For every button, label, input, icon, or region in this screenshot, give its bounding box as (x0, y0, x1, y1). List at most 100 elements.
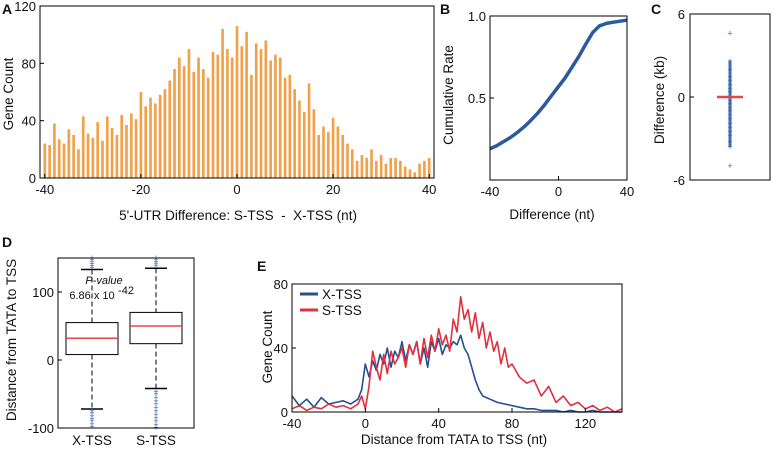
bar (197, 57, 200, 178)
bar (153, 103, 157, 178)
line-panel-e: Distance from TATA to TSS (nt) Gene Coun… (260, 277, 623, 447)
bar (355, 160, 359, 178)
bar (86, 133, 90, 178)
bar (144, 106, 148, 178)
outlier-column (728, 61, 732, 147)
y-tick-label: 0 (29, 171, 36, 186)
bar (322, 126, 325, 178)
bar (259, 49, 263, 178)
bar (178, 57, 181, 178)
plot-frame-d (57, 257, 195, 429)
axis-label-x-b: Difference (nt) (509, 207, 594, 222)
bar (81, 116, 85, 178)
y-tick-label: 40 (22, 114, 36, 129)
outlier-marker: + (153, 420, 158, 430)
y-tick-label: 6 (678, 7, 685, 22)
x-tick-label: -40 (481, 184, 500, 199)
outlier-marker: + (153, 261, 158, 271)
bar (375, 160, 378, 178)
outlier-marker: + (153, 409, 158, 419)
bar (326, 132, 330, 178)
bar (48, 145, 51, 178)
bar (394, 157, 397, 178)
outlier-marker: + (153, 396, 158, 406)
axis-label-y-a: Gene Count (1, 57, 16, 130)
bar (413, 172, 417, 178)
bar (298, 100, 301, 178)
x-tick-label: 20 (326, 182, 340, 197)
axis-label-y-d: Distance from TATA to TSS (4, 259, 19, 421)
bar (43, 143, 47, 178)
bar (192, 71, 196, 178)
x-tick-label: 40 (422, 182, 436, 197)
bar (202, 69, 205, 178)
bar (346, 143, 349, 178)
outlier-marker: + (89, 413, 94, 423)
bar (163, 89, 167, 178)
scatter-panel-c: Difference (kb) +++++++++++++++++++++-60… (652, 7, 771, 188)
bar (72, 135, 75, 178)
bar (370, 149, 373, 178)
bar (62, 143, 66, 178)
legend-label: S-TSS (322, 303, 362, 318)
bar (149, 97, 152, 178)
x-tick-label: 0 (555, 184, 562, 199)
x-tick-label: 0 (233, 182, 240, 197)
category-label: S-TSS (136, 433, 176, 448)
axis-label-y-b: Cumulative Rate (441, 45, 456, 145)
histogram-panel-a: 5'-UTR Difference: S-TSS - X-TSS (nt) Ge… (1, 0, 436, 223)
x-tick-label: -40 (283, 416, 302, 431)
bar (105, 116, 109, 178)
panel-letter-e: E (257, 258, 266, 274)
bar (307, 83, 311, 178)
bar (67, 129, 71, 178)
outlier-marker: + (89, 419, 94, 429)
bar (274, 54, 277, 178)
x-tick-label: 40 (620, 184, 634, 199)
outlier-marker: + (89, 422, 94, 432)
bar (187, 49, 191, 178)
bar (57, 139, 61, 178)
x-tick-label: 80 (505, 416, 519, 431)
outlier-marker: + (153, 386, 158, 396)
y-tick-label: -6 (673, 173, 685, 188)
legend-label: X-TSS (322, 287, 362, 302)
y-tick-label: 0 (47, 353, 54, 368)
bar (129, 113, 133, 178)
bar (120, 114, 124, 178)
bar (96, 122, 99, 178)
series-line-x-tss (291, 334, 622, 413)
bar (264, 40, 268, 179)
bar (158, 94, 162, 178)
bar (365, 157, 369, 178)
x-tick-label: -20 (132, 182, 151, 197)
axis-label-y-e: Gene Count (260, 310, 275, 383)
outlier-marker: + (89, 258, 94, 268)
bar (173, 69, 176, 178)
outlier-marker: + (153, 389, 158, 399)
bar (235, 26, 239, 178)
bar (408, 169, 412, 178)
y-tick-label: 80 (274, 277, 288, 292)
bar (418, 163, 421, 178)
boxplot-panel-d: Distance from TATA to TSS P-value 6.86 x… (4, 253, 195, 448)
y-tick-label: 0 (281, 405, 288, 420)
bar (77, 149, 80, 178)
bar (254, 43, 258, 179)
bar (293, 89, 296, 178)
bar (221, 28, 224, 178)
bar (91, 137, 95, 178)
bar (384, 163, 388, 178)
outlier-marker: + (727, 28, 732, 38)
pvalue-exponent: -42 (118, 285, 134, 297)
bar (125, 124, 128, 178)
y-tick-label: 1.0 (468, 9, 486, 24)
outlier-marker: + (89, 260, 94, 270)
bar (288, 74, 292, 178)
axis-label-y-c: Difference (kb) (652, 56, 667, 144)
bar (283, 77, 287, 178)
y-tick-label: -100 (28, 421, 54, 436)
y-tick-label: 0.5 (468, 91, 486, 106)
outlier-marker: + (153, 413, 158, 423)
outlier-marker: + (153, 406, 158, 416)
